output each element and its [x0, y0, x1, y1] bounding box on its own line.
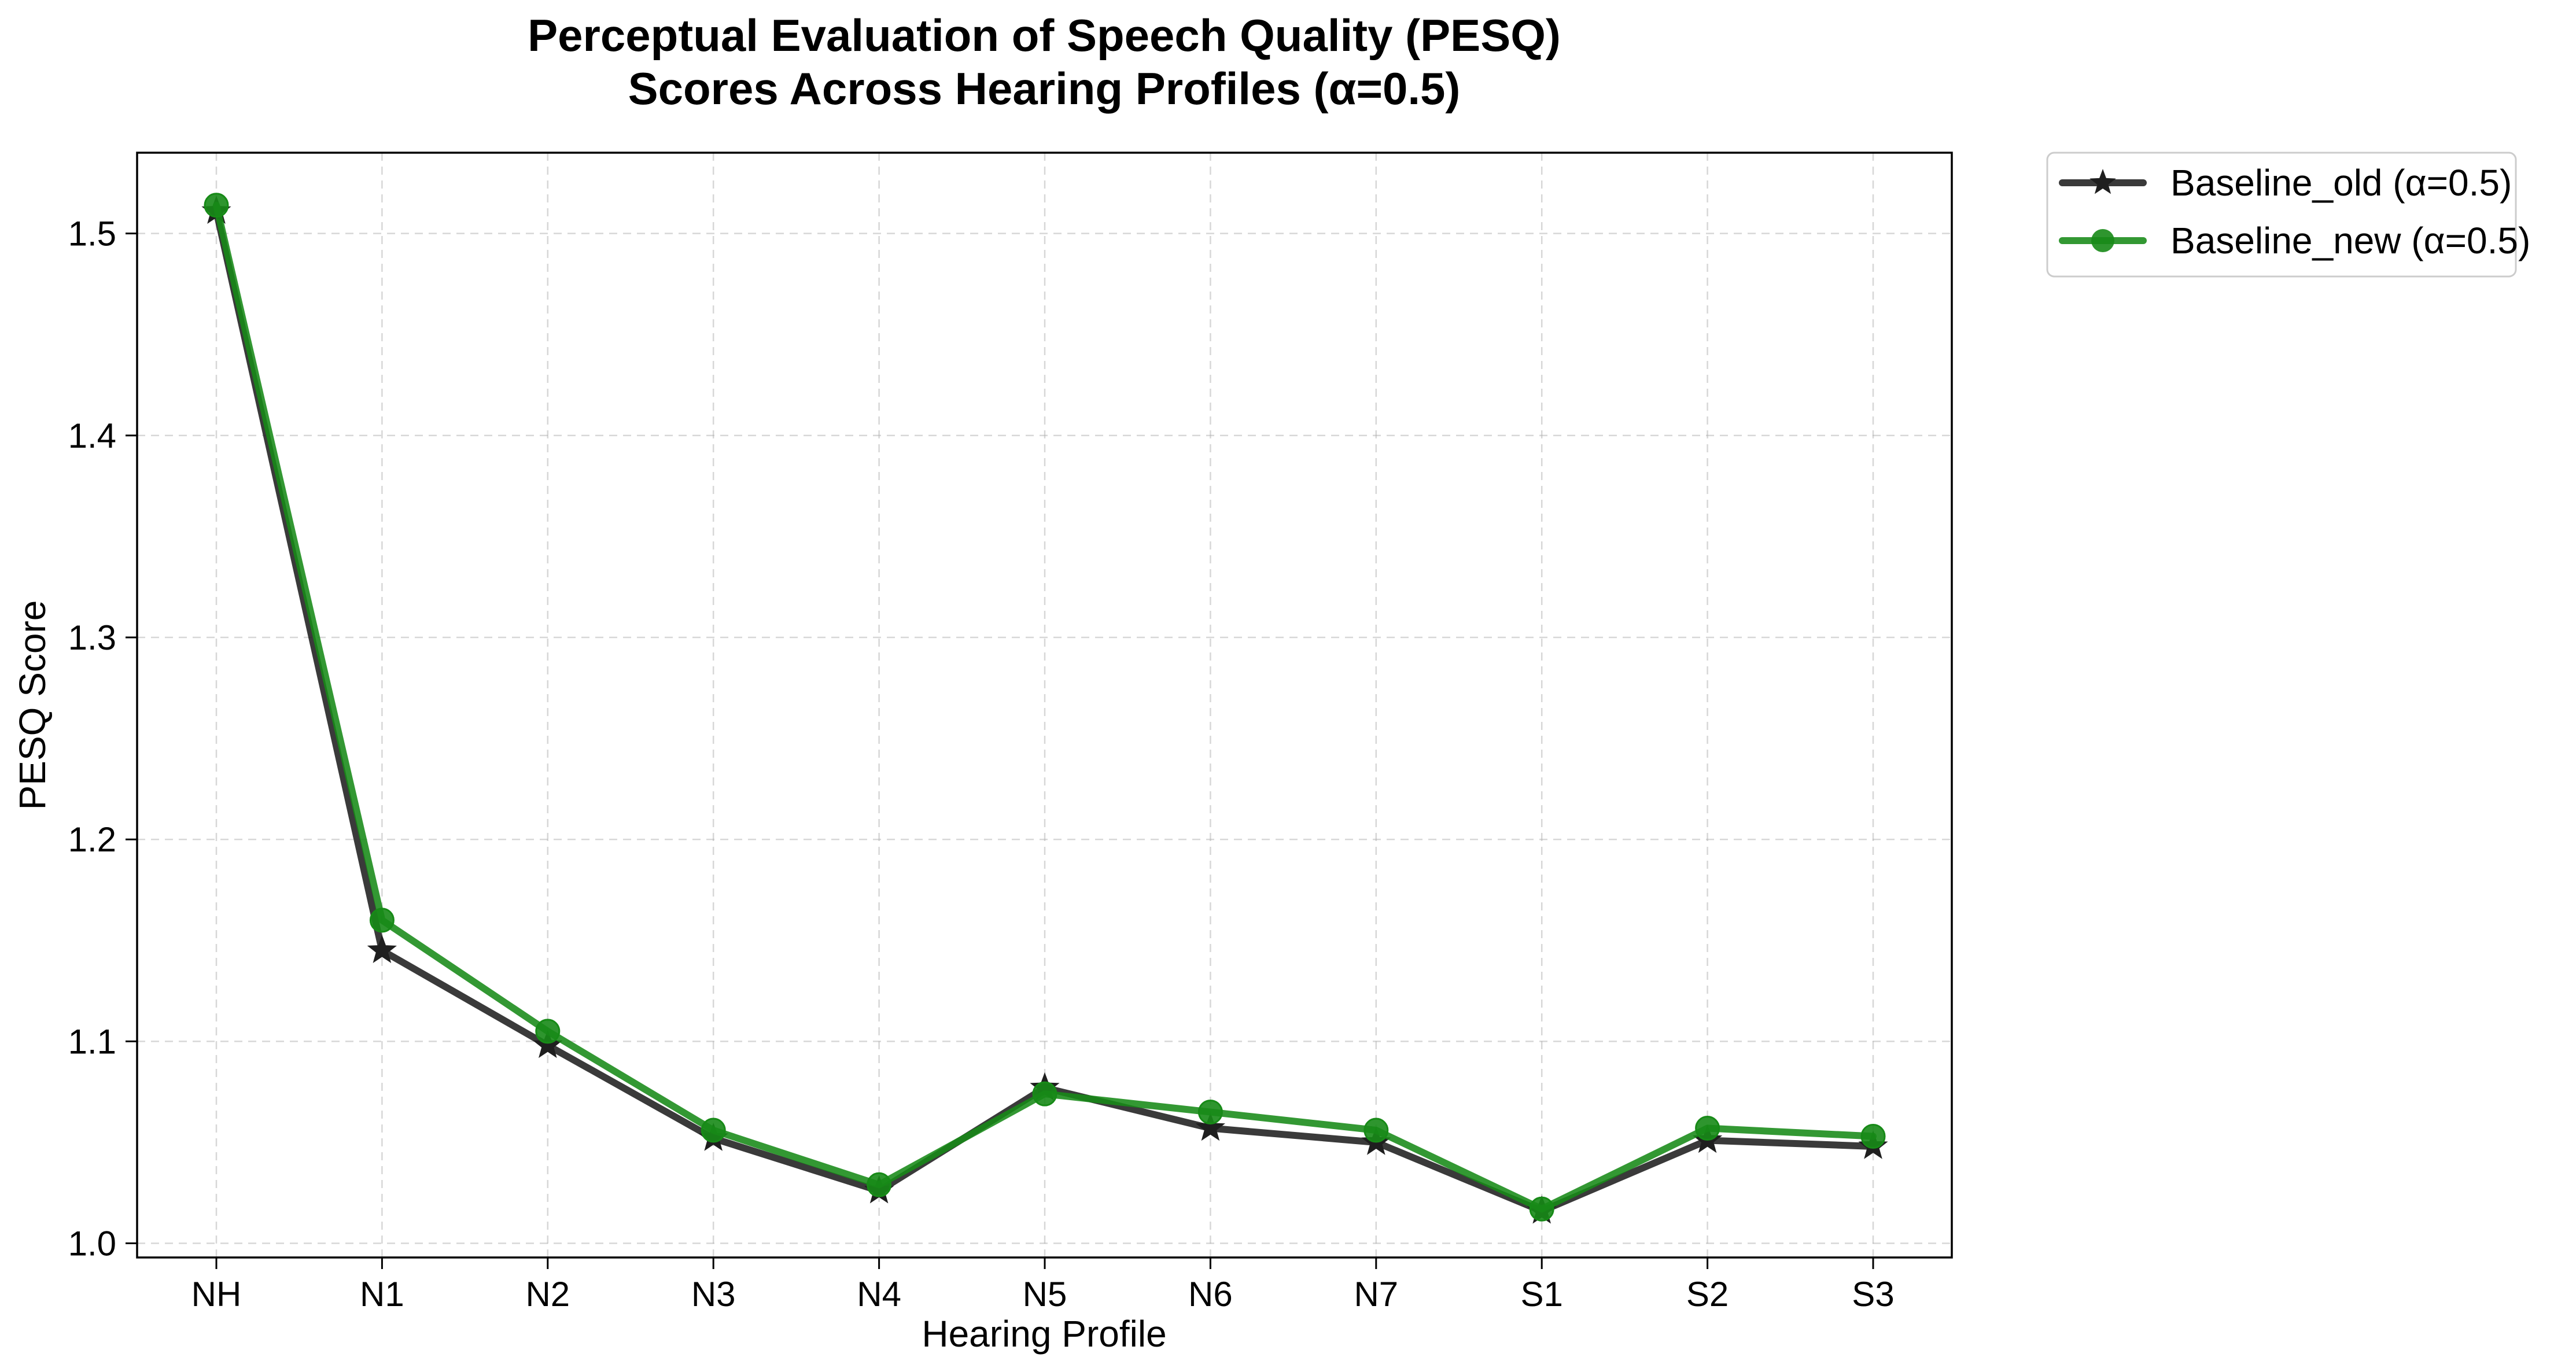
data-point-baseline-old-n6 [1195, 1112, 1225, 1141]
legend-marker-baseline-new [2091, 229, 2114, 252]
data-point-baseline-new-n5 [1032, 1081, 1057, 1107]
legend-label-baseline-old: Baseline_old (α=0.5) [2170, 162, 2512, 204]
x-tick-label-n7: N7 [1354, 1275, 1398, 1314]
series-baseline-new [204, 193, 1886, 1222]
legend-frame [2046, 152, 2517, 278]
data-point-baseline-new-n2 [535, 1019, 561, 1044]
y-axis-label: PESQ Score [12, 600, 53, 810]
tick-layer: NH N1 N2 N3 N4 N5 N6 N7 S1 S2 S3 1.0 1.1 1.2 1.3 1.4 1.5 [68, 215, 1895, 1314]
x-tick-label-n6: N6 [1188, 1275, 1233, 1314]
legend-label-baseline-new: Baseline_new (α=0.5) [2170, 220, 2530, 261]
y-tick-label-1-4: 1.4 [68, 416, 116, 455]
x-tick-label-n3: N3 [691, 1275, 736, 1314]
legend-marker-baseline-old [2089, 169, 2116, 194]
x-tick-label-s1: S1 [1521, 1275, 1563, 1314]
chart-title-line-2: Scores Across Hearing Profiles (α=0.5) [628, 63, 1461, 114]
x-tick-label-n2: N2 [525, 1275, 570, 1314]
x-tick-label-n1: N1 [360, 1275, 404, 1314]
data-point-baseline-new-n7 [1363, 1117, 1389, 1143]
grid-layer [137, 153, 1952, 1257]
data-point-baseline-new-n4 [867, 1172, 892, 1197]
y-tick-label-1-5: 1.5 [68, 215, 116, 253]
data-point-baseline-new-s1 [1529, 1196, 1554, 1222]
chart-title-line-1: Perceptual Evaluation of Speech Quality … [528, 10, 1561, 61]
data-point-baseline-new-s3 [1860, 1123, 1886, 1149]
data-point-baseline-new-nh [204, 193, 229, 218]
data-point-baseline-new-n3 [701, 1117, 726, 1143]
data-point-baseline-new-s2 [1695, 1116, 1720, 1141]
x-tick-label-s2: S2 [1686, 1275, 1729, 1314]
y-tick-label-1-2: 1.2 [68, 820, 116, 859]
y-tick-label-1-0: 1.0 [68, 1225, 116, 1263]
x-axis-label: Hearing Profile [922, 1313, 1166, 1355]
x-tick-label-nh: NH [191, 1275, 242, 1314]
y-tick-label-1-1: 1.1 [68, 1022, 116, 1061]
data-point-baseline-new-n1 [369, 908, 395, 933]
data-point-baseline-old-n1 [367, 935, 397, 964]
x-tick-label-n4: N4 [857, 1275, 901, 1314]
y-tick-label-1-3: 1.3 [68, 618, 116, 657]
x-tick-label-s3: S3 [1852, 1275, 1894, 1314]
x-tick-label-n5: N5 [1023, 1275, 1067, 1314]
data-point-baseline-new-n6 [1197, 1100, 1223, 1125]
series-layer [201, 193, 1888, 1224]
chart-legend: Baseline_old (α=0.5) Baseline_new (α=0.5) [2046, 152, 2530, 278]
